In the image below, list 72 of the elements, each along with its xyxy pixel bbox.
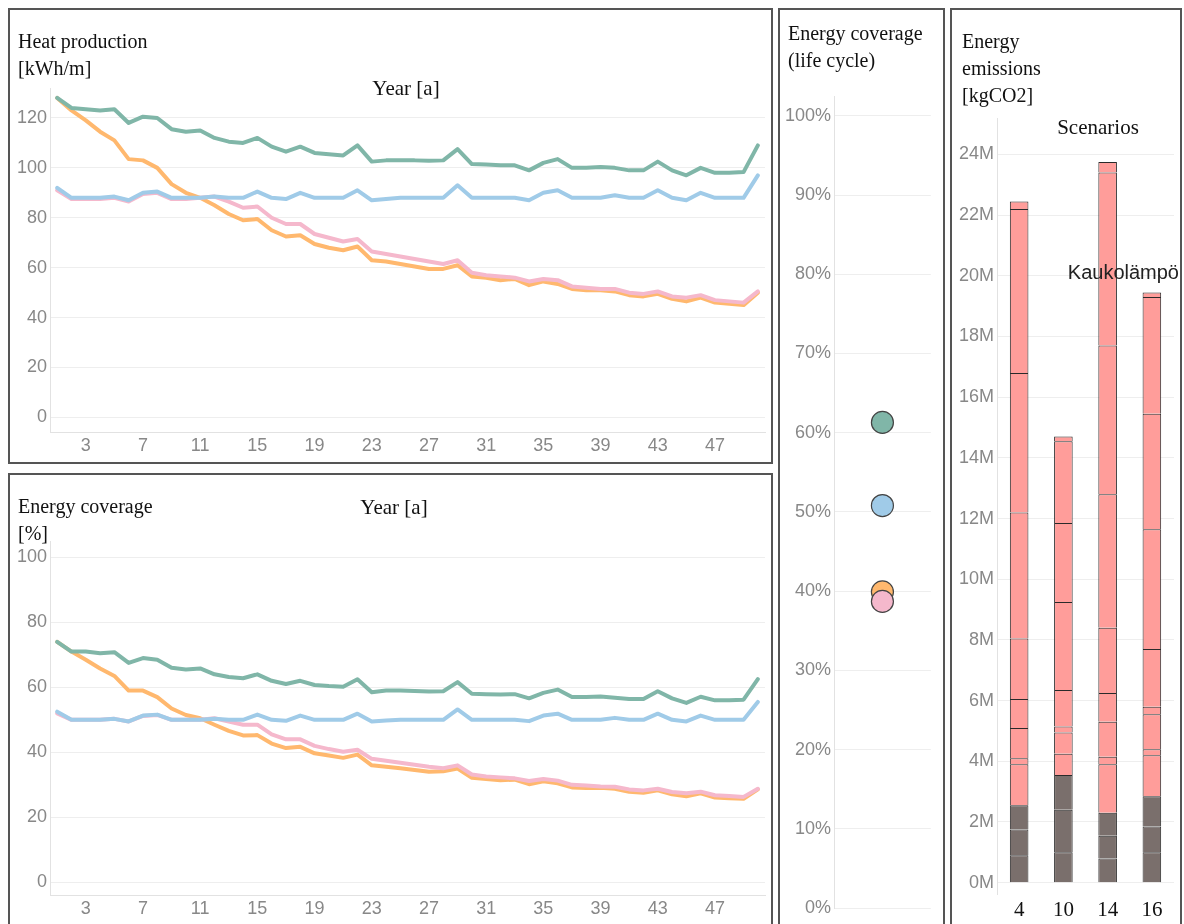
y-tick-label: 4M — [969, 750, 995, 771]
y-tick-label: 40 — [27, 741, 48, 762]
y-tick-label: 22M — [959, 204, 995, 225]
x-tick-label: 31 — [476, 898, 497, 919]
y-tick-label: 30% — [795, 659, 832, 680]
x-tick-label: 16 — [1141, 896, 1163, 921]
y-axis-title: Heat production [kWh/m] — [18, 29, 149, 81]
y-tick-label: 80% — [795, 263, 832, 284]
y-axis-title: Energy emissions [kgCO2] — [962, 29, 1042, 109]
y-tick-label: 100 — [16, 156, 48, 177]
y-tick-label: 6M — [969, 689, 995, 710]
x-tick-label: 27 — [418, 898, 439, 919]
x-tick-label: 39 — [590, 435, 611, 456]
x-tick-label: 43 — [647, 898, 668, 919]
x-tick-label: 19 — [304, 435, 325, 456]
y-tick-label: 20% — [795, 738, 832, 759]
y-tick-label: 10% — [795, 817, 832, 838]
y-tick-label: 50% — [795, 500, 832, 521]
y-tick-label: 8M — [969, 628, 995, 649]
x-tick-label: 47 — [704, 435, 725, 456]
y-tick-label: 2M — [969, 810, 995, 831]
y-axis-title: Energy coverage [%] — [18, 494, 154, 546]
y-tick-label: 90% — [795, 183, 832, 204]
x-axis-title: Scenarios — [1057, 115, 1139, 140]
y-tick-label: 100 — [16, 546, 48, 567]
x-tick-label: 7 — [137, 898, 148, 919]
y-tick-label: 12M — [959, 507, 995, 528]
y-tick-label: 60 — [27, 676, 48, 697]
x-axis-title: Year [a] — [360, 495, 428, 520]
y-tick-label: 60 — [27, 256, 48, 277]
y-tick-label: 0 — [37, 871, 48, 892]
x-tick-label: 14 — [1097, 896, 1119, 921]
y-tick-label: 10M — [959, 568, 995, 589]
x-tick-label: 7 — [137, 435, 148, 456]
y-tick-label: 80 — [27, 611, 48, 632]
x-tick-label: 35 — [533, 898, 554, 919]
x-tick-label: 35 — [533, 435, 554, 456]
y-tick-label: 40% — [795, 580, 832, 601]
x-tick-label: 31 — [476, 435, 497, 456]
y-tick-label: 16M — [959, 386, 995, 407]
y-tick-label: 0M — [969, 871, 995, 892]
x-tick-label: 4 — [1013, 896, 1025, 921]
y-tick-label: 60% — [795, 421, 832, 442]
x-tick-label: 19 — [304, 898, 325, 919]
y-tick-label: 40 — [27, 306, 48, 327]
y-tick-label: 80 — [27, 206, 48, 227]
x-tick-label: 10 — [1052, 896, 1074, 921]
y-tick-label: 100% — [784, 104, 832, 125]
y-tick-label: 70% — [795, 342, 832, 363]
x-tick-label: 23 — [361, 435, 382, 456]
x-tick-label: 27 — [418, 435, 439, 456]
x-tick-label: 3 — [80, 435, 91, 456]
y-tick-label: 120 — [16, 106, 48, 127]
y-tick-label: 0% — [805, 896, 832, 917]
x-tick-label: 15 — [247, 435, 268, 456]
x-tick-label: 15 — [247, 898, 268, 919]
y-tick-label: 18M — [959, 325, 995, 346]
y-tick-label: 14M — [959, 446, 995, 467]
x-tick-label: 11 — [190, 898, 210, 919]
y-tick-label: 24M — [959, 143, 995, 164]
y-tick-label: 20 — [27, 806, 48, 827]
y-tick-label: 0 — [37, 406, 48, 427]
x-tick-label: 11 — [190, 435, 210, 456]
x-axis-title: Year [a] — [372, 76, 440, 101]
x-tick-label: 39 — [590, 898, 611, 919]
y-tick-label: 20M — [959, 264, 995, 285]
y-tick-label: 20 — [27, 356, 48, 377]
y-axis-title: Energy coverage (life cycle) — [788, 21, 924, 74]
x-tick-label: 3 — [80, 898, 91, 919]
x-tick-label: 43 — [647, 435, 668, 456]
x-tick-label: 47 — [704, 898, 725, 919]
x-tick-label: 23 — [361, 898, 382, 919]
